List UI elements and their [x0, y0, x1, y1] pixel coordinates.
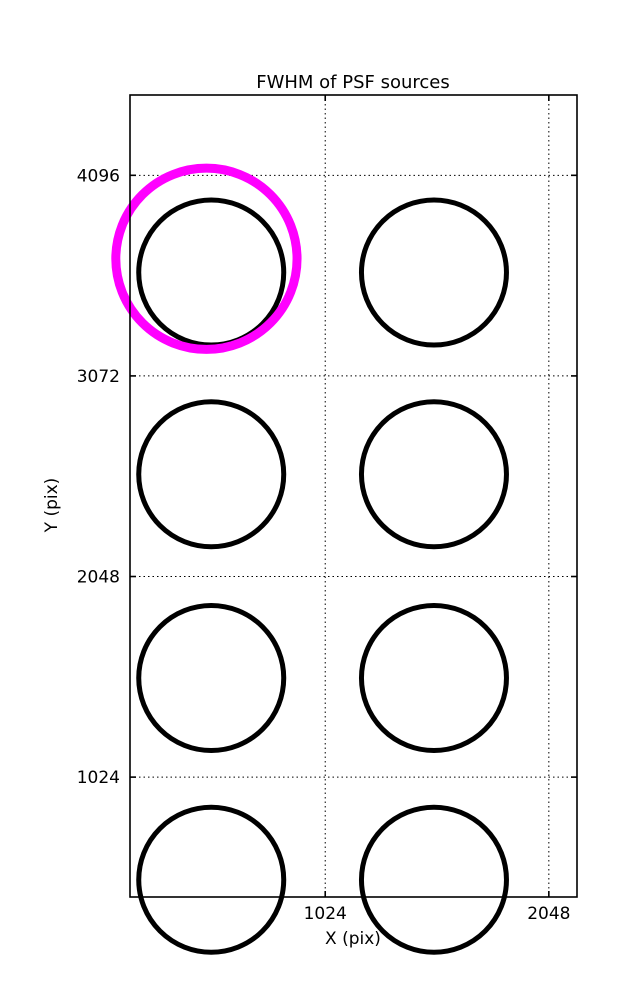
data-markers: [111, 163, 509, 955]
psf-sources-marker-7: [358, 804, 509, 955]
psf-sources-marker-3: [358, 399, 509, 550]
y-tick-label-2: 3072: [77, 367, 120, 387]
psf-sources-marker-5: [358, 602, 509, 753]
psf-sources-marker-1: [358, 197, 509, 348]
tick-marks: [130, 95, 577, 897]
y-axis-title: Y (pix): [42, 478, 62, 534]
x-tick-label-0: 1024: [304, 904, 347, 924]
x-tick-label-1: 2048: [527, 904, 570, 924]
y-tick-label-0: 1024: [77, 768, 120, 788]
x-tick-labels: 1024 2048: [304, 904, 571, 924]
chart-title: FWHM of PSF sources: [256, 72, 450, 93]
plot-area-background: [130, 95, 577, 897]
highlighted-source-marker-0: [111, 163, 302, 354]
y-tick-labels: 1024 2048 3072 4096: [77, 166, 120, 788]
psf-sources-marker-6: [136, 804, 287, 955]
y-tick-label-3: 4096: [77, 166, 120, 186]
x-axis-title: X (pix): [325, 929, 381, 949]
gridlines: [130, 95, 577, 897]
axes-frame: [129, 94, 578, 898]
y-tick-label-1: 2048: [77, 568, 120, 588]
psf-sources-marker-4: [136, 602, 287, 753]
psf-sources-marker-2: [136, 399, 287, 550]
